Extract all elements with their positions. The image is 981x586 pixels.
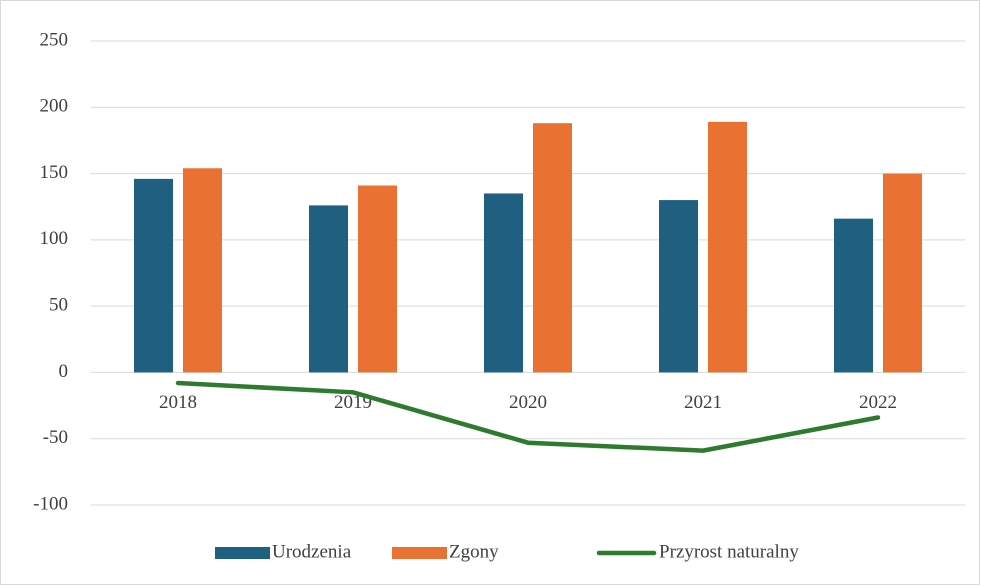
y-tick-label: 0 [59, 361, 69, 382]
legend-swatch [215, 547, 270, 559]
legend-label: Urodzenia [272, 541, 352, 562]
y-tick-label: 50 [49, 295, 68, 316]
bar [183, 168, 222, 373]
y-tick-label: 100 [40, 228, 69, 249]
y-tick-label: 200 [40, 96, 69, 117]
legend-label: Przyrost naturalny [659, 541, 799, 562]
x-tick-label: 2022 [859, 392, 897, 413]
x-tick-label: 2020 [509, 392, 547, 413]
bar [883, 173, 922, 373]
bar [533, 123, 572, 373]
bar [358, 185, 397, 373]
bar [309, 205, 348, 373]
y-tick-label: 250 [40, 29, 69, 50]
bar [484, 193, 523, 373]
y-tick-label: 150 [40, 162, 69, 183]
line-series [175, 380, 881, 453]
bar [659, 200, 698, 373]
legend-swatch [392, 547, 447, 559]
y-tick-label: -50 [43, 427, 68, 448]
legend-label: Zgony [449, 541, 499, 562]
x-tick-label: 2018 [159, 392, 197, 413]
bar [708, 121, 747, 373]
y-tick-label: -100 [33, 493, 68, 514]
bar [834, 218, 873, 373]
bar [134, 178, 173, 373]
x-tick-label: 2021 [684, 392, 722, 413]
